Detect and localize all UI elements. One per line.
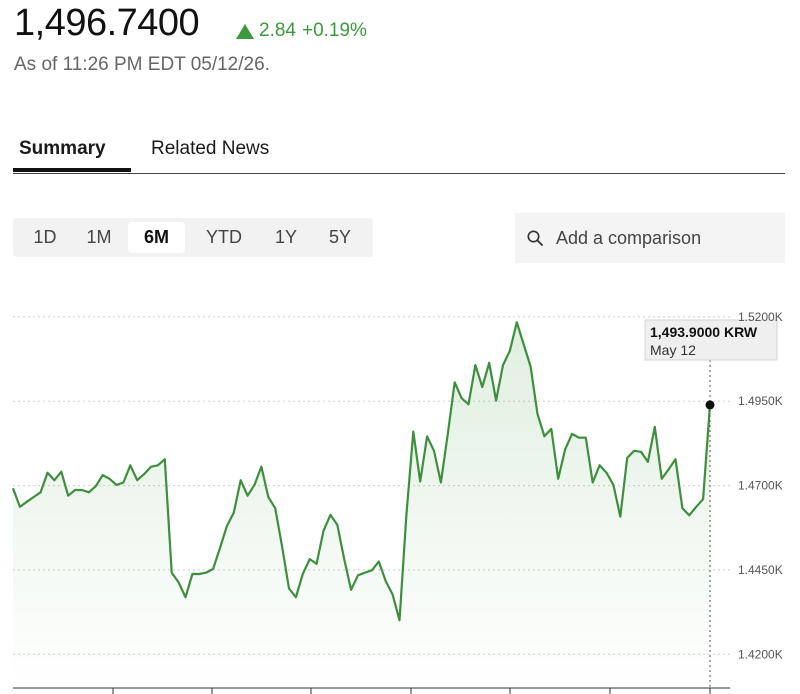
current-price-marker bbox=[705, 400, 715, 410]
price-change: 2.84 +0.19% bbox=[236, 20, 367, 42]
tooltip: 1,493.9000 KRW May 12 bbox=[644, 319, 778, 361]
range-6m[interactable]: 6M bbox=[128, 222, 185, 253]
range-1d[interactable]: 1D bbox=[33, 227, 57, 247]
y-tick-label: 1.5200K bbox=[738, 310, 783, 324]
change-percent: +0.19% bbox=[301, 20, 367, 41]
current-price: 1,496.7400 bbox=[14, 2, 200, 44]
search-icon bbox=[527, 230, 543, 246]
range-ytd[interactable]: YTD bbox=[206, 227, 242, 247]
y-tick-label: 1.4200K bbox=[738, 647, 783, 661]
comparison-placeholder: Add a comparison bbox=[556, 228, 702, 248]
tab-summary[interactable]: Summary bbox=[19, 138, 106, 159]
price-series-line bbox=[11, 321, 712, 622]
y-tick-label: 1.4950K bbox=[738, 394, 783, 408]
y-tick-label: 1.4450K bbox=[738, 563, 783, 577]
range-5y[interactable]: 5Y bbox=[328, 227, 352, 247]
range-selector: 1D 1M 6M YTD 1Y 5Y bbox=[13, 218, 373, 257]
change-value: 2.84 bbox=[259, 20, 296, 41]
as-of-timestamp: As of 11:26 PM EDT 05/12/26. bbox=[14, 54, 270, 75]
price-area-fill bbox=[13, 322, 710, 688]
active-tab-indicator bbox=[13, 168, 131, 172]
range-1m[interactable]: 1M bbox=[86, 227, 112, 247]
tab-bar: Summary Related News bbox=[13, 128, 785, 174]
range-1y[interactable]: 1Y bbox=[274, 227, 298, 247]
y-tick-label: 1.4700K bbox=[738, 479, 783, 493]
tooltip-date: May 12 bbox=[650, 342, 696, 358]
tooltip-value: 1,493.9000 KRW bbox=[650, 324, 758, 340]
tab-related-news[interactable]: Related News bbox=[151, 138, 270, 159]
comparison-search[interactable]: Add a comparison bbox=[515, 213, 785, 263]
up-triangle-icon bbox=[236, 23, 254, 39]
